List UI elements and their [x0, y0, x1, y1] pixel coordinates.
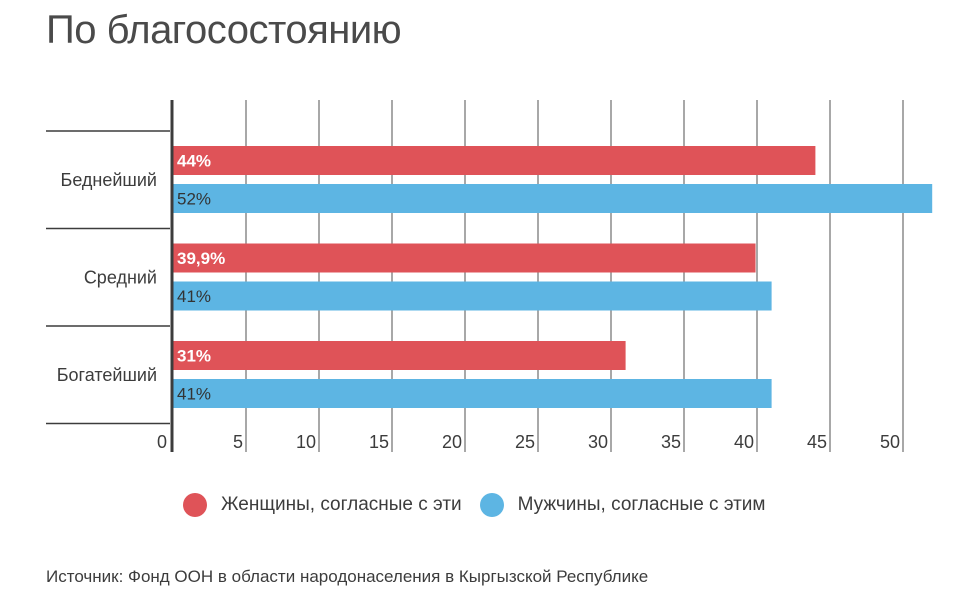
category-label: Беднейший [61, 170, 158, 190]
chart-title: По благосостоянию [46, 8, 402, 52]
legend: Женщины, согласные с эти Мужчины, соглас… [183, 490, 766, 520]
bar-women-0 [173, 146, 816, 175]
bar-women-2 [173, 341, 626, 370]
category-label: Средний [84, 267, 157, 287]
bar-value-label: 31% [177, 347, 211, 366]
legend-item-women: Женщины, согласные с эти [183, 493, 462, 517]
x-tick-label-25: 25 [515, 432, 535, 452]
x-tick-label-15: 15 [369, 432, 389, 452]
category-separators [46, 130, 170, 425]
bar-value-label: 39,9% [177, 249, 225, 268]
bar-value-label: 41% [177, 287, 211, 306]
bar-value-label: 52% [177, 190, 211, 209]
x-tick-label-30: 30 [588, 432, 608, 452]
source-note: Источник: Фонд ООН в области народонасел… [46, 567, 649, 586]
legend-item-men: Мужчины, согласные с этим [479, 493, 766, 517]
x-tick-label-40: 40 [734, 432, 754, 452]
bar-chart: 44% 52% 39,9% 41% 31% 41% Беднейший Средний Бог… [46, 100, 933, 452]
legend-dot-women [183, 493, 207, 517]
legend-dot-men [479, 493, 504, 517]
bar-value-label: 44% [177, 152, 211, 171]
x-tick-label-50: 50 [880, 432, 900, 452]
bar-labels: 44% 52% 39,9% 41% 31% 41% [177, 152, 225, 404]
bar-men-0 [173, 184, 933, 213]
category-label: Богатейший [57, 365, 157, 385]
legend-label-men: Мужчины, согласные с этим [517, 494, 766, 515]
x-tick-label-35: 35 [661, 432, 681, 452]
bar-value-label: 41% [177, 385, 211, 404]
x-tick-label-0: 0 [157, 432, 167, 452]
bar-men-1 [173, 281, 772, 311]
bars [173, 146, 933, 408]
x-tick-label-10: 10 [296, 432, 316, 452]
x-tick-label-20: 20 [442, 432, 462, 452]
category-labels: Беднейший Средний Богатейший [57, 170, 157, 385]
legend-label-women: Женщины, согласные с эти [221, 494, 462, 515]
bar-men-2 [173, 379, 772, 408]
x-axis-ticks: 0 5 10 15 20 25 30 35 40 45 50 [157, 432, 900, 452]
bar-women-1 [173, 243, 756, 273]
x-tick-label-45: 45 [807, 432, 827, 452]
x-tick-label-5: 5 [233, 432, 243, 452]
